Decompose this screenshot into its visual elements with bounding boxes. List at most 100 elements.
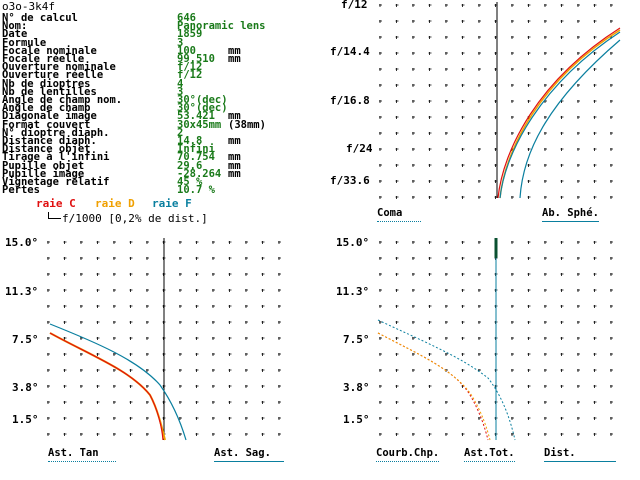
grid-mark [593,180,597,183]
grid-mark [379,132,382,135]
grid-mark [179,257,182,260]
aperture-label-1: f/14.4 [330,45,370,58]
grid-mark [379,257,382,260]
grid-mark [278,241,281,244]
grid-mark [478,116,481,119]
grid-mark [593,132,597,135]
grid-mark [544,164,547,167]
grid-mark [96,273,100,276]
grid-mark [428,132,432,135]
grid-mark [461,241,465,244]
grid-mark [610,353,613,356]
param-label: Pertes [2,184,40,197]
grid-mark [445,180,448,183]
grid-mark [560,401,564,404]
grid-mark [527,385,531,388]
grid-mark [511,433,514,436]
grid-mark [527,273,531,276]
param-row: Nb de lentilles 3 [2,87,252,98]
grid-mark [47,305,50,308]
grid-mark [129,353,133,356]
grid-mark [212,289,215,292]
field-dist-label: Dist. [544,447,616,462]
grid-mark [527,4,531,7]
grid-mark [129,289,133,292]
astig-label-0: 15.0° [5,236,39,249]
grid-mark [228,305,232,308]
grid-mark [560,196,564,199]
grid-mark [80,385,83,388]
grid-mark [228,369,232,372]
grid-mark [395,196,399,199]
param-label: Angle de champ nom. [2,94,123,106]
grid-mark [278,401,281,404]
grid-mark [395,433,399,436]
grid-mark [577,273,580,276]
grid-mark [63,369,67,372]
grid-mark [195,257,199,260]
param-label: Format couvert [2,118,91,131]
grid-mark [610,116,613,119]
grid-mark [445,148,448,151]
param-value: -28.264 [177,167,222,180]
grid-mark [511,337,514,340]
grid-mark [379,305,382,308]
grid-mark [195,353,199,356]
grid-mark [461,164,465,167]
grid-mark [527,164,531,167]
spherical-label: Ab. Sphé. [542,207,599,222]
grid-mark [412,68,415,71]
grid-mark [261,257,265,260]
grid-mark [412,52,415,55]
grid-mark [461,116,465,119]
grid-mark [544,257,547,260]
grid-mark [610,433,613,436]
grid-mark [412,289,415,292]
coma-label: Coma [377,207,421,222]
param-value: 30°(dec) [177,94,228,106]
grid-mark [245,321,248,324]
grid-mark [228,289,232,292]
param-value: 30x45mm [177,118,222,131]
grid-mark [63,321,67,324]
grid-mark [478,433,481,436]
grid-mark [577,180,580,183]
grid-mark [544,337,547,340]
grid-mark [544,68,547,71]
grid-mark [577,100,580,103]
grid-mark [412,241,415,244]
param-value: 53.421 [177,110,215,123]
grid-mark [80,257,83,260]
astig-tan-label: Ast. Tan [48,447,116,462]
grid-mark [544,52,547,55]
grid-mark [63,257,67,260]
astig-label-3: 3.8° [12,381,39,394]
grid-mark [461,20,465,23]
grid-mark [96,241,100,244]
grid-mark [527,36,531,39]
grid-mark [577,132,580,135]
param-row: Pupille image -28.264 mm [2,167,252,180]
field-label-0: 15.0° [336,236,370,249]
grid-mark [461,337,465,340]
grid-mark [261,353,265,356]
grid-mark [428,100,432,103]
grid-mark [195,417,199,420]
grid-mark [80,353,83,356]
grid-mark [593,337,597,340]
grid-mark [461,353,465,356]
grid-mark [560,132,564,135]
grid-mark [560,148,564,151]
grid-mark [577,353,580,356]
grid-mark [478,52,481,55]
grid-mark [560,321,564,324]
grid-mark [63,433,67,436]
grid-mark [445,116,448,119]
grid-mark [577,148,580,151]
grid-mark [461,321,465,324]
grid-mark [412,36,415,39]
grid-mark [527,433,531,436]
grid-mark [129,273,133,276]
param-row: N° de calcul 646 [2,13,252,24]
